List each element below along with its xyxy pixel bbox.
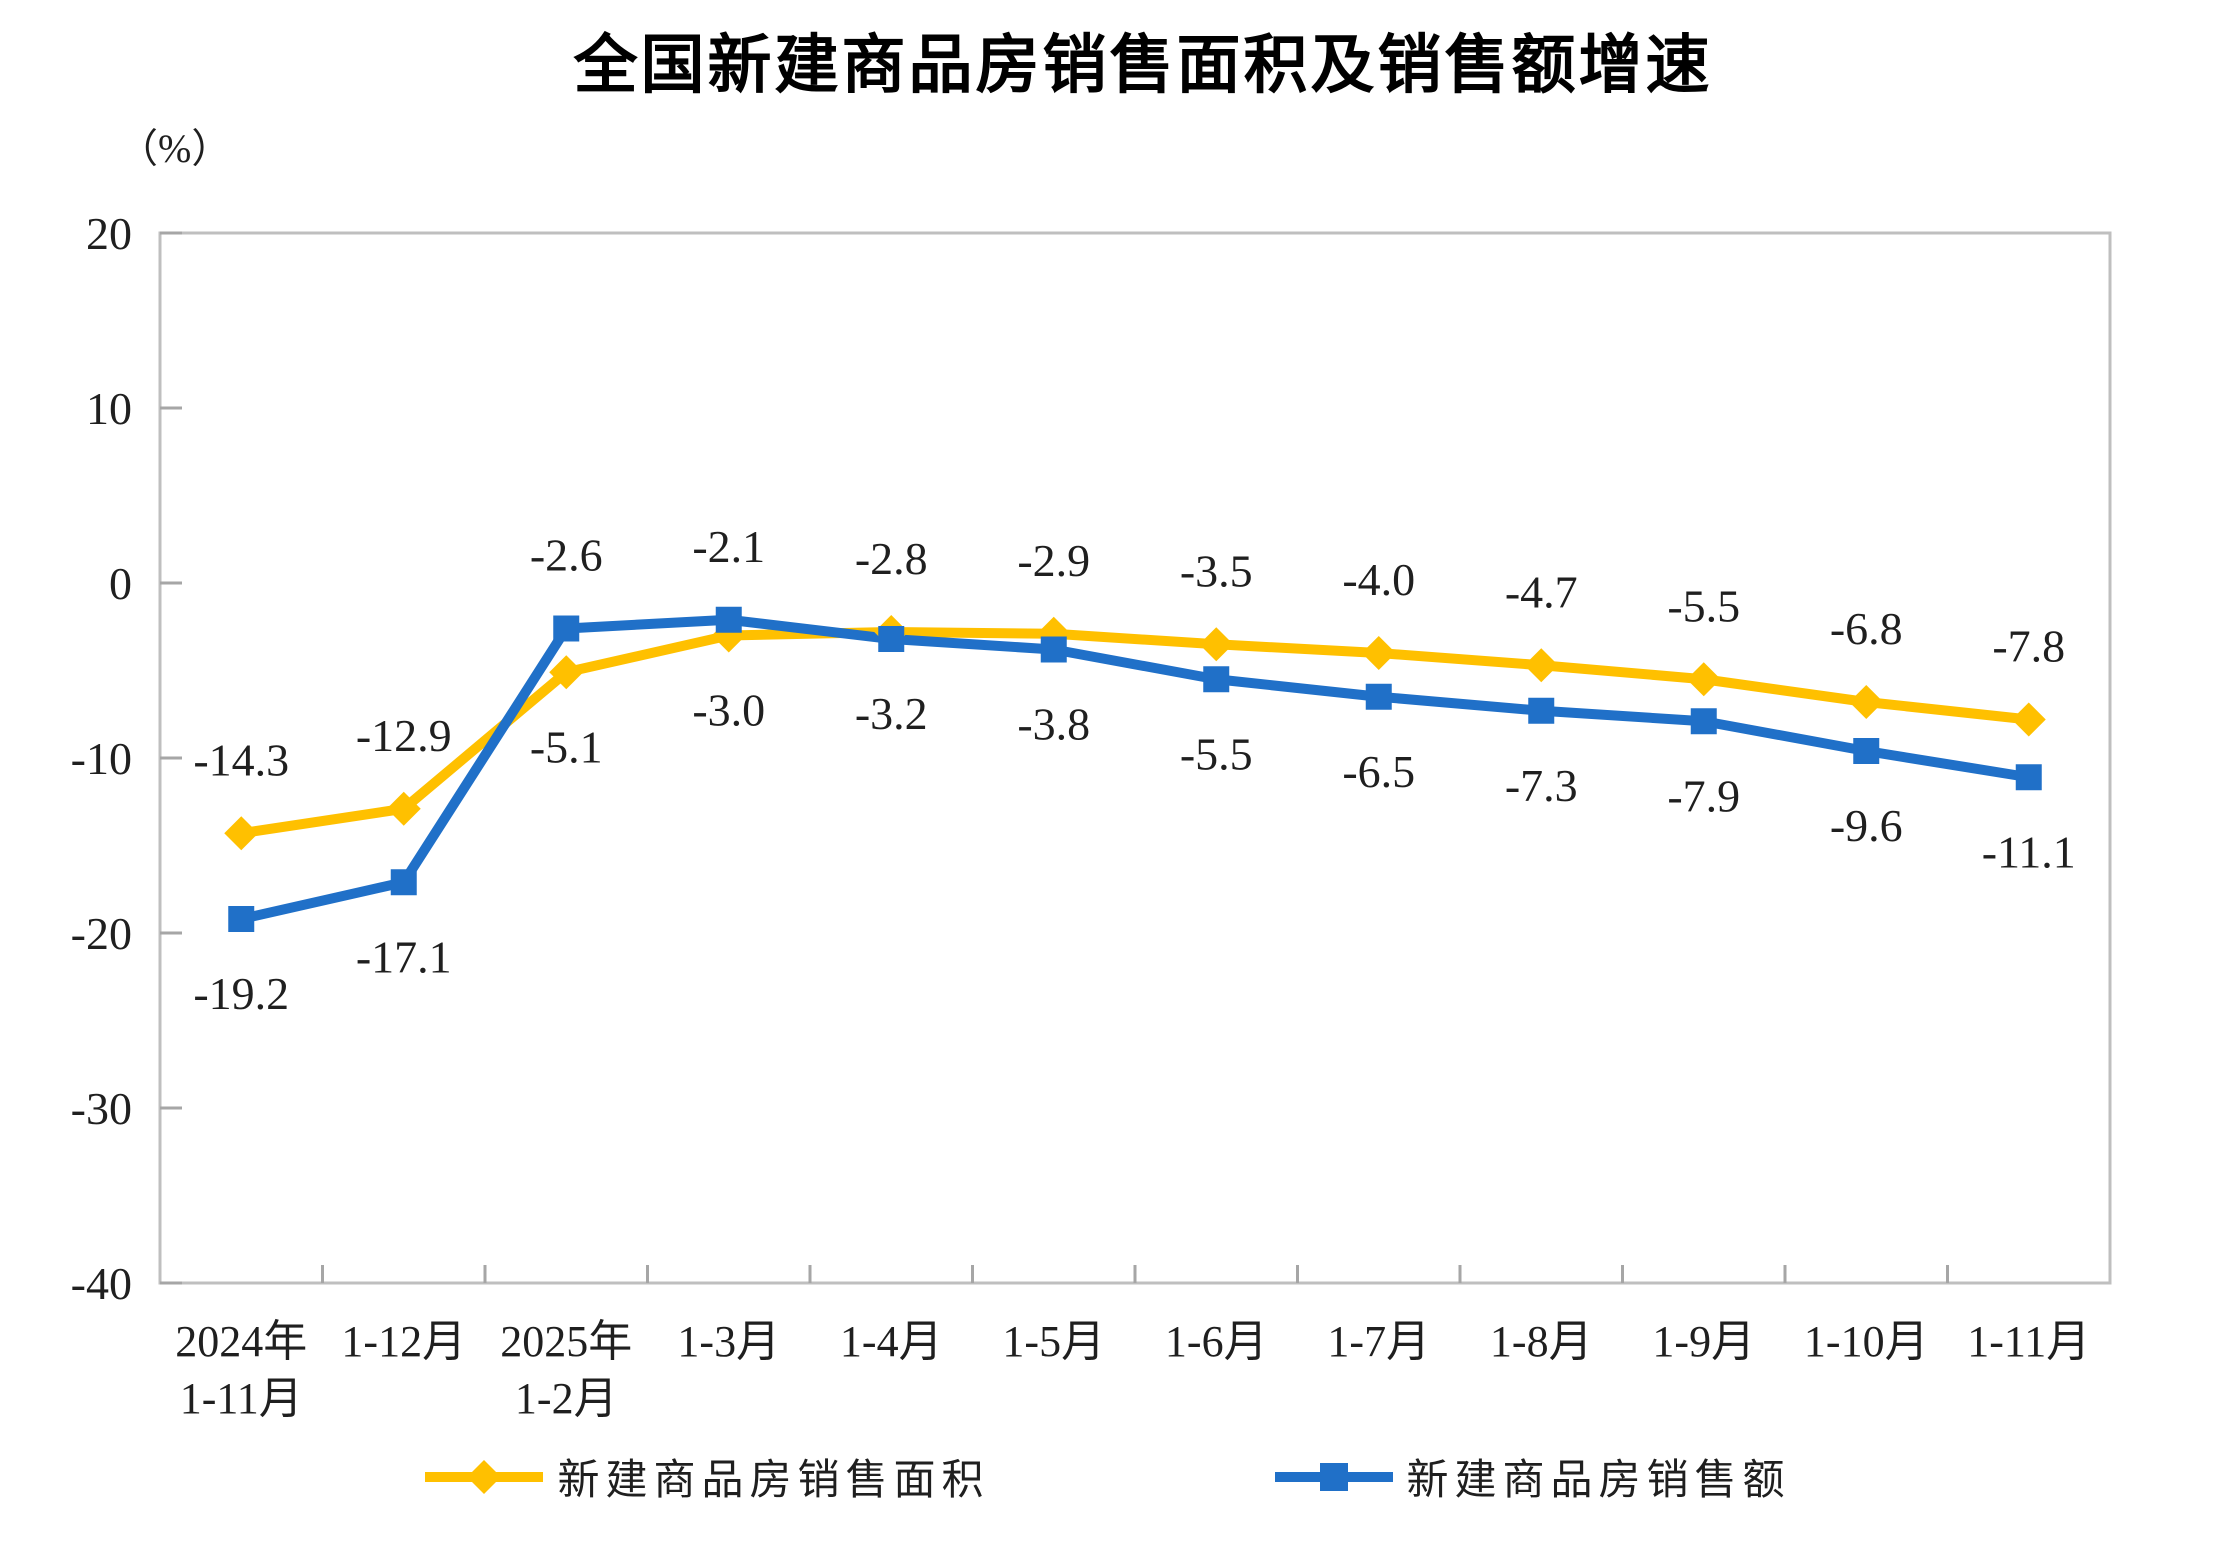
data-label: -3.2 xyxy=(855,688,928,739)
data-label: -17.1 xyxy=(356,931,452,982)
data-label: -3.5 xyxy=(1180,545,1253,596)
x-axis-category-label: 1-5月 xyxy=(1002,1317,1105,1366)
x-axis-category-label: 1-8月 xyxy=(1490,1317,1593,1366)
y-axis-tick-label: 0 xyxy=(109,558,132,609)
data-label: -3.8 xyxy=(1017,699,1090,750)
data-label: -7.9 xyxy=(1667,770,1740,821)
sales-amount-legend-marker-icon xyxy=(1274,1462,1393,1491)
series-1-marker xyxy=(1853,738,1880,764)
x-axis-category-label: 1-4月 xyxy=(840,1317,943,1366)
legend-item-sales-area: 新建商品房销售面积 xyxy=(425,1446,989,1507)
chart-title: 全国新建商品房销售面积及销售额增速 xyxy=(573,29,1713,101)
series-1-marker xyxy=(715,606,742,633)
data-label: -5.5 xyxy=(1667,580,1740,631)
x-axis-category-label: 2025年 xyxy=(500,1317,632,1366)
x-axis-category-label: 1-9月 xyxy=(1652,1317,1755,1366)
series-1-marker xyxy=(2015,764,2042,791)
y-axis-unit-label: （%） xyxy=(118,126,232,171)
series-1-marker xyxy=(1528,697,1555,724)
data-label: -7.3 xyxy=(1505,760,1578,811)
data-label: -4.7 xyxy=(1505,566,1578,617)
series-1-marker xyxy=(1203,666,1230,693)
series-1-marker xyxy=(1040,636,1067,663)
data-label: -5.5 xyxy=(1180,728,1253,779)
series-1-marker xyxy=(1365,683,1392,710)
y-axis-tick-label: 20 xyxy=(86,208,132,259)
data-label: -7.8 xyxy=(1992,621,2065,672)
series-0-marker xyxy=(549,655,584,690)
plot-area-border xyxy=(158,231,2112,1285)
x-axis-category-label: 1-10月 xyxy=(1804,1317,1929,1366)
y-axis-tick-label: -10 xyxy=(71,733,132,784)
sales-area-legend-marker-icon xyxy=(425,1459,544,1494)
series-line-0 xyxy=(236,627,2034,839)
data-label: -11.1 xyxy=(1982,826,2076,877)
series-0-marker xyxy=(224,816,259,851)
data-label: -6.8 xyxy=(1830,603,1903,654)
series-line-1 xyxy=(236,614,2034,924)
series-0-marker xyxy=(1524,648,1559,683)
data-label: -14.3 xyxy=(193,734,289,785)
series-1-marker xyxy=(553,615,580,642)
data-label: -2.1 xyxy=(692,521,765,572)
data-label: -4.0 xyxy=(1342,554,1415,605)
x-axis-category-label: 1-6月 xyxy=(1165,1317,1268,1366)
x-axis-category-label: 1-2月 xyxy=(515,1374,618,1423)
x-axis-category-label: 1-11月 xyxy=(1967,1317,2090,1366)
chart-legend: 新建商品房销售面积 新建商品房销售额 xyxy=(0,1446,2216,1507)
data-label: -3.0 xyxy=(692,685,765,736)
data-label: -5.1 xyxy=(530,721,603,772)
y-axis-tick-label: 10 xyxy=(86,383,132,434)
series-0-marker xyxy=(1199,627,1234,662)
series-1-marker xyxy=(878,626,905,652)
x-axis-category-label: 1-7月 xyxy=(1327,1317,1430,1366)
series-0-marker xyxy=(1361,636,1396,670)
series-0-marker xyxy=(1849,685,1884,719)
data-label: -9.6 xyxy=(1830,800,1903,851)
series-0-marker xyxy=(2011,702,2046,737)
x-axis-category-label: 1-11月 xyxy=(180,1374,303,1423)
legend-label-sales-amount: 新建商品房销售额 xyxy=(1406,1458,1791,1504)
legend-item-sales-amount: 新建商品房销售额 xyxy=(1274,1446,1791,1507)
x-axis-category-label: 1-12月 xyxy=(341,1317,466,1366)
series-0-marker xyxy=(1686,662,1721,697)
data-label: -19.2 xyxy=(193,968,289,1019)
data-label: -2.9 xyxy=(1017,535,1090,586)
data-label: -2.6 xyxy=(530,530,603,581)
data-label: -6.5 xyxy=(1342,746,1415,797)
series-0-marker xyxy=(386,791,421,826)
series-1-marker xyxy=(390,869,417,896)
y-axis-tick-label: -30 xyxy=(71,1083,132,1134)
series-1-marker xyxy=(1690,708,1717,735)
data-label: -2.8 xyxy=(855,533,928,584)
x-axis-category-label: 2024年 xyxy=(175,1317,307,1366)
x-axis-category-label: 1-3月 xyxy=(677,1317,780,1366)
y-axis-tick-label: -20 xyxy=(71,908,132,959)
series-1-marker xyxy=(228,906,255,932)
y-axis-tick-label: -40 xyxy=(71,1258,132,1309)
data-label: -12.9 xyxy=(356,710,452,761)
legend-label-sales-area: 新建商品房销售面积 xyxy=(557,1458,990,1504)
